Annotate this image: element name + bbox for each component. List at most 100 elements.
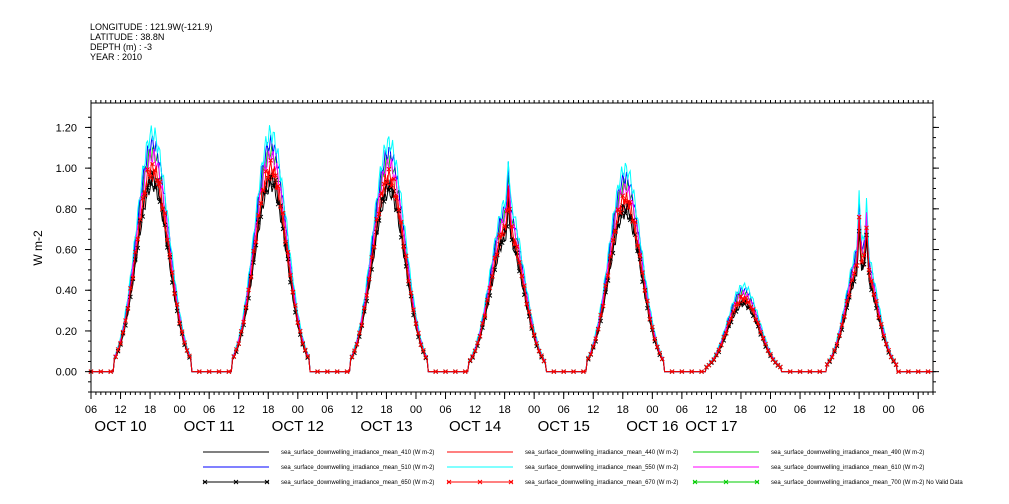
series-marker [263,190,269,195]
series-marker [406,278,411,284]
series-marker [529,324,535,329]
legend-label: sea_surface_downwelling_irradiance_mean_… [281,450,434,456]
series-marker [216,369,222,375]
legend-marker [754,479,760,485]
series-marker [393,196,399,201]
series-marker [571,369,576,375]
series-marker [130,275,136,281]
series-marker [640,270,645,275]
y-axis: 0.00 0.20 0.40 0.60 0.80 1.00 1.20 W m-2 [31,116,939,393]
series-marker [120,329,126,335]
series-marker [642,288,648,293]
series-marker [499,240,505,246]
series-marker [829,354,835,360]
series-marker [861,252,867,258]
series-marker [371,244,377,250]
series-marker [844,298,850,304]
series-marker [145,167,150,172]
series-marker [871,292,877,298]
series-marker [750,306,756,312]
series-1 [91,167,933,373]
series-marker [487,285,493,291]
series-marker [610,237,616,243]
series-marker [187,353,192,359]
series-marker [98,369,104,375]
series-marker [637,253,643,258]
series-line-7 [91,160,933,373]
series-marker [283,239,288,245]
series-marker [265,176,271,181]
legend-label: sea_surface_downwelling_irradiance_mean_… [281,465,434,471]
series-marker [726,320,732,326]
series-marker [349,354,355,360]
series-marker [738,294,744,299]
series-marker [881,333,887,339]
y-tick-label: 1.00 [56,163,77,175]
series-marker [874,298,879,304]
series-marker [509,223,515,229]
series-marker [285,249,291,255]
series-marker [657,350,663,356]
legend-label: sea_surface_downwelling_irradiance_mean_… [525,480,678,486]
series-marker [635,243,640,249]
series-marker [352,348,357,354]
series-marker [851,271,857,276]
series-marker [315,369,320,375]
series-marker [470,354,475,359]
series-marker [817,369,823,375]
legend-label: sea_surface_downwelling_irradiance_mean_… [771,450,924,456]
x-date-label: OCT 12 [272,418,324,435]
y-tick-label: 1.20 [56,122,77,134]
series-marker [369,254,375,260]
series-marker [354,342,360,347]
series-line-4 [91,125,933,373]
legend-marker [692,479,698,485]
x-tick-label: 12 [233,404,245,416]
legend-marker [477,479,483,485]
x-tick-label: 00 [174,404,186,416]
x-tick-label: 18 [617,404,629,416]
series-marker [295,320,301,326]
series-marker [128,285,133,291]
series-marker [534,340,539,346]
x-tick-label: 06 [321,404,333,416]
series-marker [268,158,274,163]
series-marker [669,369,675,375]
series-marker [179,329,185,335]
series-marker [541,358,547,364]
latitude-label: LATITUDE : 38.8N [90,32,165,42]
series-marker [581,369,586,375]
series-marker [590,343,596,349]
x-tick-label: 00 [764,404,776,416]
series-marker [765,348,771,354]
y-tick-label: 0.00 [56,367,77,379]
series-marker [381,199,387,204]
legend-marker [723,479,729,485]
series-marker [278,204,283,210]
series-marker [172,291,178,297]
series-marker [391,176,397,182]
series-marker [125,306,131,312]
series-marker [649,324,655,330]
series-marker [846,293,852,298]
series-marker [807,369,813,375]
series-marker [408,290,414,296]
series-marker [174,302,180,307]
series-marker [364,293,370,298]
longitude-label: LONGITUDE : 121.9W(-121.9) [90,22,213,32]
series-marker [679,369,685,375]
series-marker [475,340,480,346]
series-marker [443,369,448,375]
y-tick-label: 0.20 [56,326,77,338]
x-date-label: OCT 14 [449,418,501,435]
series-marker [593,336,599,342]
series-marker [906,369,911,375]
plot-frame [90,102,934,393]
series-marker [768,351,773,357]
x-date-label: OCT 16 [626,418,678,435]
series-marker [615,207,621,212]
series-marker [290,289,296,295]
series-marker [246,287,251,293]
series-marker [763,341,768,347]
series-marker [561,369,567,375]
